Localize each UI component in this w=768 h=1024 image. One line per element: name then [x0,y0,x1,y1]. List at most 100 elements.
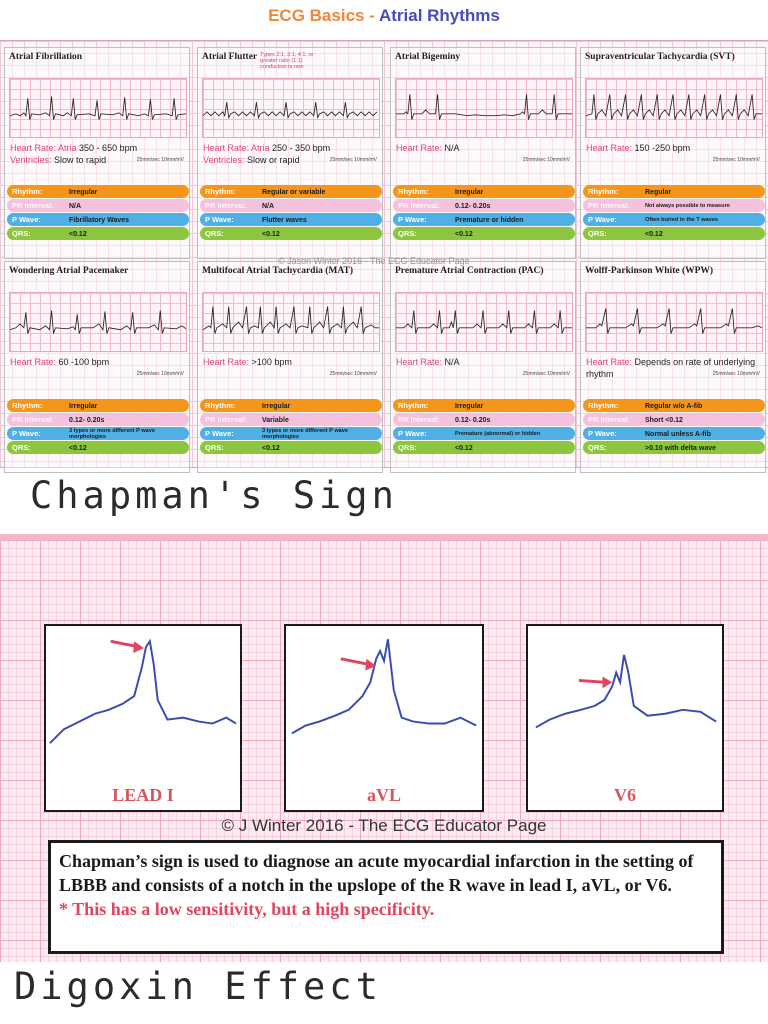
ventricles-line: Ventricles: Slow to rapid [10,154,186,166]
pr-interval-pill: PR Interval: N/A [200,199,382,212]
p-wave-value: Premature (abnormal) or hidden [455,431,541,438]
pr-interval-label: PR Interval: [588,415,630,424]
ecg-strip [395,78,573,138]
p-wave-pill: P Wave: Premature (abnormal) or hidden [393,427,575,440]
heart-rate-label: Heart Rate: [396,357,443,367]
qrs-value: <0.12 [69,445,87,452]
card-title-text: Atrial Fibrillation [9,52,83,62]
rhythm-value: Irregular [455,189,484,196]
heart-rate-line: Heart Rate: Atria 350 - 650 bpm [10,142,186,154]
heart-rate-line: Heart Rate: 60 -100 bpm [10,356,186,368]
p-wave-pill: P Wave: 3 types or more different P wave … [7,427,189,440]
heart-rate-value: 350 - 650 bpm [79,143,138,153]
card-title-text: Atrial Flutter [202,52,258,62]
pr-interval-pill: PR Interval: 0.12- 0.20s [393,413,575,426]
heart-rate-block: Heart Rate: 150 -250 bpm 25mm/sec 10mm/mV [586,142,762,178]
heart-rate-line: Heart Rate: Depends on rate of underlyin… [586,356,762,380]
chapman-note: * This has a low sensitivity, but a high… [59,899,435,919]
p-wave-value: Fibrillatory Waves [69,217,130,224]
rhythm-label: Rhythm: [588,187,619,196]
pr-interval-value: Variable [262,417,289,424]
qrs-value: <0.12 [262,231,280,238]
heart-rate-line: Heart Rate: >100 bpm [203,356,379,368]
p-wave-value: Flutter waves [262,217,307,224]
pr-interval-label: PR Interval: [205,201,247,210]
chapman-copyright: © J Winter 2016 - The ECG Educator Page [221,816,547,835]
qrs-label: QRS: [398,443,417,452]
pr-interval-pill: PR Interval: N/A [7,199,189,212]
ecg-strip [9,292,187,352]
rhythm-card: Atrial Flutter Types 2:1, 3:1, 4:1, or gr… [197,47,383,259]
p-wave-pill: P Wave: 3 types or more different P wave … [200,427,382,440]
p-wave-value: Premature or hidden [455,217,524,224]
ventricles-value: Slow or rapid [247,155,300,165]
lead-v6-panel: V6 [526,624,724,812]
heart-rate-block: Heart Rate: >100 bpm 25mm/sec 10mm/mV [203,356,379,392]
p-wave-label: P Wave: [205,429,234,438]
lead-v6-trace [535,654,717,729]
lead-avl-trace [291,639,477,735]
card-title-text: Atrial Bigeminy [395,52,461,62]
ecg-strip [202,292,380,352]
lead-label: LEAD I [112,785,174,805]
pr-interval-value: N/A [69,203,82,210]
paper-speed: 25mm/sec 10mm/mV [712,157,760,163]
heart-rate-block: Heart Rate: N/A 25mm/sec 10mm/mV [396,356,572,392]
heart-rate-value: >100 bpm [251,357,292,367]
heart-rate-block: Heart Rate: Depends on rate of underlyin… [586,356,762,392]
qrs-label: QRS: [588,229,607,238]
pr-interval-label: PR Interval: [12,415,54,424]
rhythm-label: Rhythm: [398,187,429,196]
qrs-value: <0.12 [645,231,663,238]
rhythm-pill: Rhythm: Irregular [7,399,189,412]
rhythm-card: Atrial Fibrillation Heart Rate: Atria 350… [4,47,190,259]
ecg-trace [586,94,762,120]
pr-interval-value: 0.12- 0.20s [69,417,105,424]
qrs-pill: QRS: <0.12 [583,227,765,240]
ecg-trace [396,94,572,120]
rhythm-pill: Rhythm: Regular or variable [200,185,382,198]
paper-speed: 25mm/sec 10mm/mV [136,157,184,163]
pr-interval-label: PR Interval: [398,415,440,424]
rhythm-pill: Rhythm: Regular [583,185,765,198]
rhythm-label: Rhythm: [398,401,429,410]
ecg-trace [396,310,572,334]
p-wave-pill: P Wave: Often buried in the T waves [583,213,765,226]
rhythm-card: Supraventricular Tachycardia (SVT) Heart … [580,47,766,259]
p-wave-label: P Wave: [588,215,617,224]
qrs-value: >0.10 with delta wave [645,445,717,452]
heart-rate-value: N/A [444,357,460,367]
rhythm-pill: Rhythm: Irregular [393,399,575,412]
rhythm-label: Rhythm: [12,187,43,196]
ecg-trace [586,308,762,334]
card-title-text: Multifocal Atrial Tachycardia (MAT) [202,266,354,276]
heart-rate-value: 60 -100 bpm [58,357,110,367]
p-wave-value: Often buried in the T waves [645,217,719,224]
card-title-text: Premature Atrial Contraction (PAC) [395,266,544,276]
qrs-label: QRS: [205,443,224,452]
pr-interval-pill: PR Interval: Short <0.12 [583,413,765,426]
card-title: Wolff-Parkinson White (WPW) [585,266,763,290]
pr-interval-label: PR Interval: [12,201,54,210]
p-wave-pill: P Wave: Premature or hidden [393,213,575,226]
rhythm-label: Rhythm: [12,401,43,410]
p-wave-label: P Wave: [12,215,41,224]
card-title-note: Types 2:1, 3:1, 4:1, or greater ratio (1… [260,52,314,70]
lead-i-panel: LEAD I [44,624,242,812]
p-wave-pill: P Wave: Normal unless A-fib [583,427,765,440]
heart-rate-label: Heart Rate: Atria [203,143,270,153]
ecg-trace [10,96,186,120]
qrs-value: <0.12 [455,445,473,452]
heart-rate-line: Heart Rate: N/A [396,356,572,368]
rhythm-card: Premature Atrial Contraction (PAC) Heart … [390,261,576,473]
card-title-text: Wolff-Parkinson White (WPW) [585,266,714,276]
heart-rate-value: Depends on rate of underlying rhythm [586,357,756,379]
sheet-watermark: © Jason Winter 2016 - The ECG Educator P… [278,256,470,266]
qrs-label: QRS: [398,229,417,238]
pr-interval-pill: PR Interval: 0.12- 0.20s [7,413,189,426]
qrs-pill: QRS: <0.12 [7,227,189,240]
rhythm-card: Atrial Bigeminy Heart Rate: N/A 25mm/sec 1… [390,47,576,259]
pr-interval-pill: PR Interval: Not always possible to measu… [583,199,765,212]
paper-speed: 25mm/sec 10mm/mV [329,157,377,163]
qrs-value: <0.12 [455,231,473,238]
